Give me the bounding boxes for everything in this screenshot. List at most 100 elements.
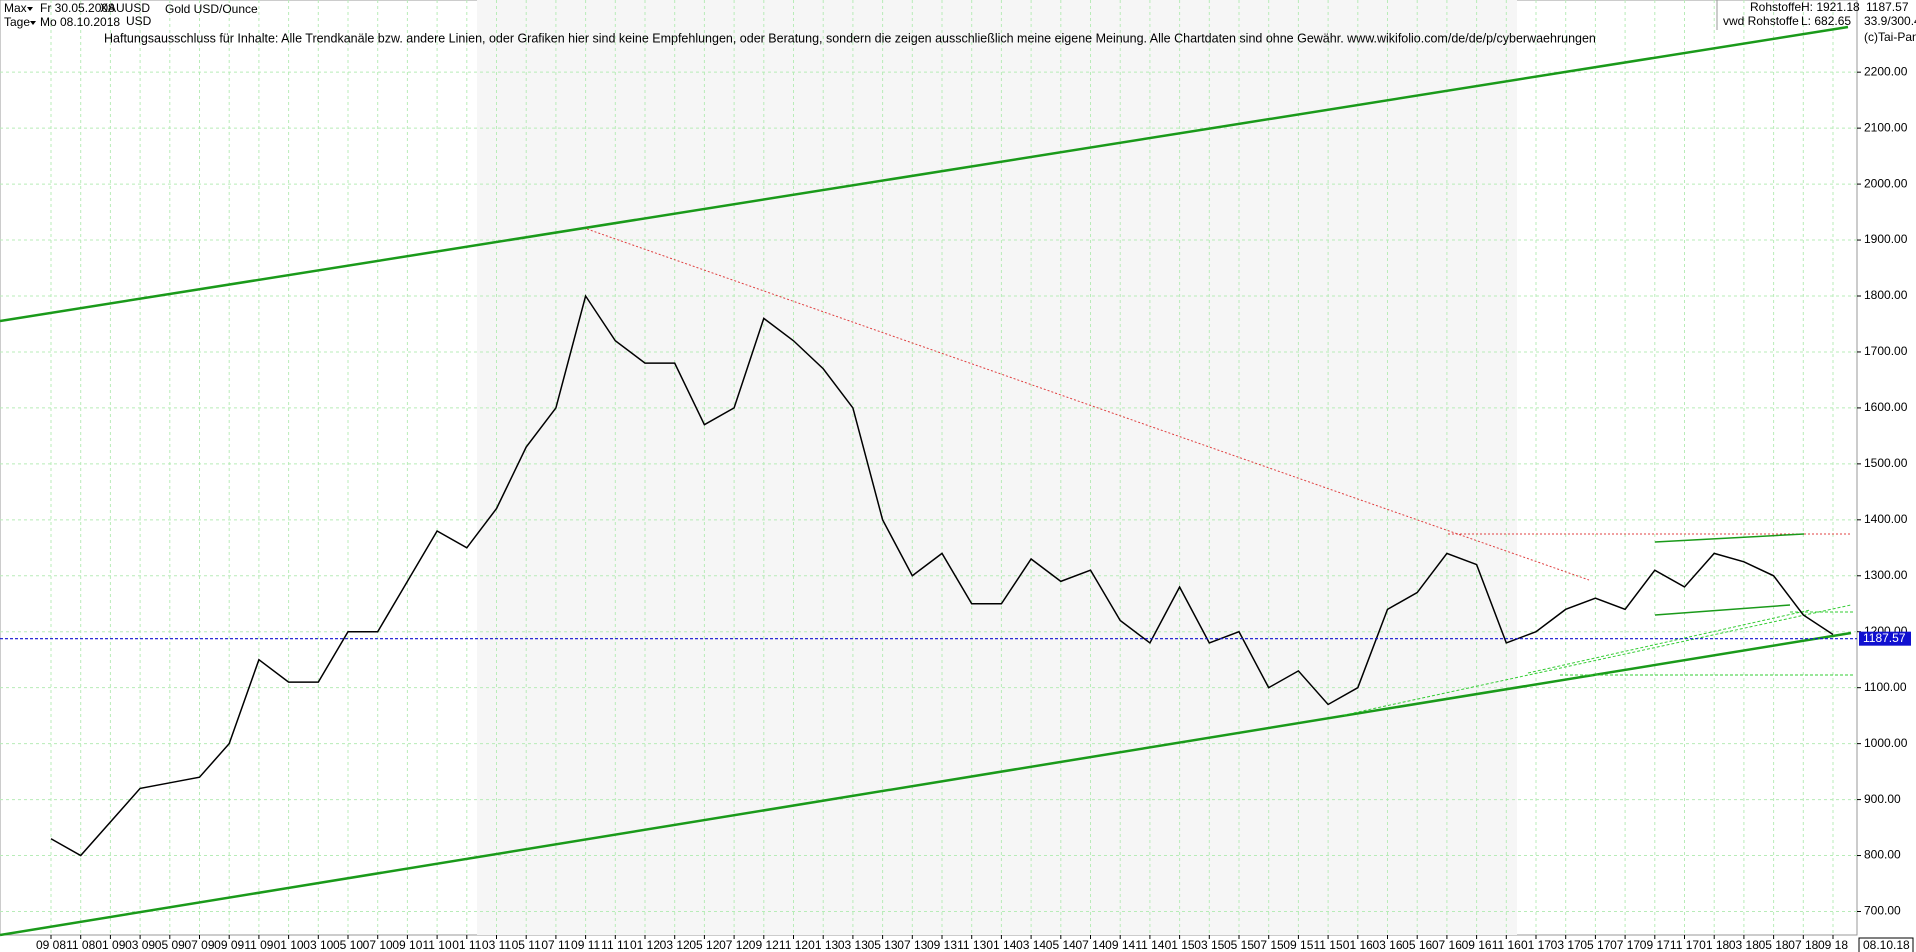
- x-tick-label: 03 14: [1016, 938, 1046, 952]
- x-tick-label: 01 13: [808, 938, 838, 952]
- x-tick-label: 11 13: [957, 938, 986, 952]
- end-date: Mo 08.10.2018: [40, 15, 120, 29]
- y-tick-label: 1700.00: [1864, 344, 1908, 358]
- x-tick-label: 09 10: [392, 938, 422, 952]
- current-price-label: 1187.57: [1863, 631, 1906, 645]
- x-tick-label: 01 18: [1699, 938, 1729, 952]
- plot-band: [477, 0, 1517, 935]
- x-end-label: 08.10.18: [1863, 938, 1910, 952]
- y-tick-label: 1800.00: [1864, 288, 1908, 302]
- start-date: Fr 30.05.2008: [40, 1, 115, 15]
- y-tick-label: 1500.00: [1864, 456, 1908, 470]
- support-line: [1527, 609, 1811, 674]
- triangle-top: [1654, 533, 1805, 543]
- series: [50, 294, 1834, 857]
- upper-channel: [0, 25, 1849, 323]
- x-tick-label: 11 12: [779, 938, 808, 952]
- x-tick-label: 07 09: [184, 938, 214, 952]
- x-tick-label: 11 09: [244, 938, 273, 952]
- x-tick-label: 09 15: [1283, 938, 1313, 952]
- x-tick-label: 05 18: [1759, 938, 1789, 952]
- x-tick-label: 05 16: [1402, 938, 1432, 952]
- y-tick-label: 1900.00: [1864, 232, 1908, 246]
- x-tick-label: 05 11: [512, 938, 541, 952]
- x-tick-label: 05 17: [1580, 938, 1610, 952]
- y-tick-label: 800.00: [1864, 848, 1901, 862]
- triangle-bottom: [1654, 604, 1791, 616]
- x-tick-label: 07 15: [1254, 938, 1284, 952]
- range[interactable]: Max: [4, 1, 27, 15]
- last-price: 1187.57: [1866, 0, 1909, 14]
- lower-channel: [0, 631, 1852, 937]
- x-tick-label: 09 12: [749, 938, 779, 952]
- x-tick-label: 01 15: [1165, 938, 1195, 952]
- x-end-box: [1858, 937, 1914, 952]
- current-price-box: [1859, 631, 1911, 646]
- currency: USD: [126, 14, 152, 28]
- x-tick-label: 03 17: [1551, 938, 1581, 952]
- y-tick-label: 700.00: [1864, 904, 1901, 918]
- x-tick-label: 07 12: [719, 938, 749, 952]
- source: vwd Rohstoffe: [1723, 14, 1799, 28]
- y-tick-label: 1000.00: [1864, 736, 1908, 750]
- x-tick-label: 05 12: [689, 938, 719, 952]
- dropdown-arrow[interactable]: [30, 21, 36, 25]
- x-tick-label: 01 10: [274, 938, 304, 952]
- y-tick-label: 1100.00: [1864, 680, 1907, 694]
- copyright: (c)Tai-Pan: [1864, 30, 1916, 44]
- y-tick-label: 1600.00: [1864, 400, 1908, 414]
- x-tick-label: 09 09: [214, 938, 244, 952]
- x-tick-label: 11 11: [601, 938, 630, 952]
- x-tick-label: 11 10: [423, 938, 452, 952]
- high: H: 1921.18: [1801, 0, 1860, 14]
- x-tick-label: 09 18: [1818, 938, 1848, 952]
- x-tick-label: 01 16: [1343, 938, 1373, 952]
- x-tick-label: 07 11: [541, 938, 570, 952]
- x-tick-label: 03 16: [1372, 938, 1402, 952]
- x-tick-label: 07 16: [1432, 938, 1462, 952]
- x-tick-label: 07 10: [363, 938, 393, 952]
- x-tick-label: 11 08: [66, 938, 95, 952]
- y-tick-label: 2200.00: [1864, 64, 1908, 78]
- x-tick-label: 01 17: [1521, 938, 1551, 952]
- x-tick-label: 01 12: [630, 938, 660, 952]
- x-tick-label: 09 14: [1105, 938, 1135, 952]
- x-tick-label: 09 08: [36, 938, 66, 952]
- x-tick-label: 09 13: [927, 938, 957, 952]
- y-tick-label: 900.00: [1864, 792, 1901, 806]
- disclaimer: Haftungsausschluss für Inhalte: Alle Tre…: [104, 31, 1596, 45]
- x-tick-label: 03 11: [482, 938, 511, 952]
- x-tick-label: 01 09: [95, 938, 125, 952]
- x-tick-label: 05 13: [868, 938, 898, 952]
- y-tick-label: 1400.00: [1864, 512, 1908, 526]
- period[interactable]: Tage: [4, 15, 30, 29]
- x-tick-label: 09 11: [571, 938, 600, 952]
- x-tick-label: 05 10: [333, 938, 363, 952]
- y-tick-label: 2000.00: [1864, 176, 1908, 190]
- x-tick-label: 11 16: [1492, 938, 1521, 952]
- x-tick-label: 01 11: [452, 938, 481, 952]
- dropdown-arrow[interactable]: [27, 7, 33, 11]
- y-tick-label: 2100.00: [1864, 120, 1908, 134]
- x-tick-label: 07 13: [897, 938, 927, 952]
- x-tick-label: 11 17: [1670, 938, 1699, 952]
- x-tick-label: 09 17: [1640, 938, 1670, 952]
- x-tick-label: 01 14: [986, 938, 1016, 952]
- x-tick-label: 11 15: [1314, 938, 1343, 952]
- price-line: [50, 294, 1834, 857]
- x-tick-label: 09 16: [1462, 938, 1492, 952]
- x-tick-label: 07 14: [1075, 938, 1105, 952]
- group: Rohstoffe: [1750, 0, 1801, 14]
- resistance-line: [586, 228, 1590, 581]
- x-tick-label: 05 14: [1046, 938, 1076, 952]
- x-tick-label: 07 17: [1610, 938, 1640, 952]
- ratio: 33.9/300.4: [1864, 14, 1916, 28]
- x-tick-label: 11 14: [1135, 938, 1164, 952]
- support-line: [1343, 604, 1852, 716]
- symbol: XAUUSD: [100, 1, 150, 15]
- x-tick-label: 05 09: [155, 938, 185, 952]
- x-tick-label: 03 09: [125, 938, 155, 952]
- x-tick-label: 03 18: [1729, 938, 1759, 952]
